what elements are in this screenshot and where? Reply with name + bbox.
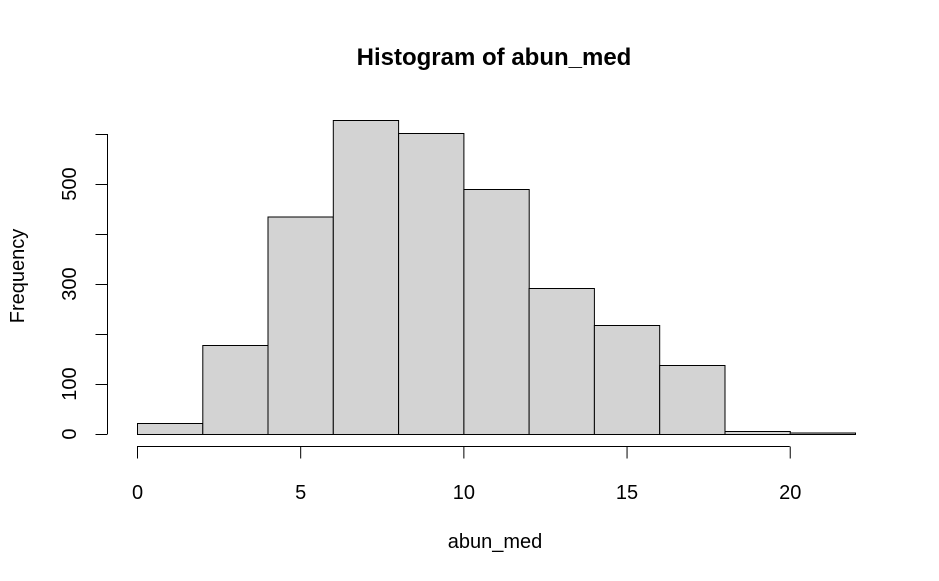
y-tick-label: 300: [59, 267, 81, 300]
histogram-bar: [593, 325, 661, 435]
histogram-bar: [398, 133, 465, 435]
histogram-bar: [528, 288, 595, 435]
x-tick-label: 5: [295, 482, 306, 504]
bars: [137, 120, 857, 435]
histogram-bar: [202, 345, 269, 435]
y-tick-label: 100: [59, 367, 81, 400]
x-tick-label: 10: [453, 482, 475, 504]
y-axis: 0 100 300 500: [59, 134, 108, 440]
histogram-bar: [267, 216, 334, 435]
x-axis-label: abun_med: [448, 531, 543, 553]
histogram-bar: [724, 431, 791, 435]
y-axis-label: Frequency: [7, 229, 29, 324]
x-tick-label: 15: [616, 482, 638, 504]
histogram-bar: [789, 432, 857, 435]
histogram-bar: [137, 423, 204, 435]
histogram-bar: [659, 365, 726, 435]
chart-title: Histogram of abun_med: [357, 44, 632, 71]
histogram-bar: [463, 189, 530, 435]
y-tick-label: 500: [59, 167, 81, 200]
x-tick-label: 20: [779, 482, 801, 504]
y-tick-label: 0: [59, 428, 81, 439]
x-tick-label: 0: [132, 482, 143, 504]
histogram-bar: [332, 120, 400, 435]
x-axis: 0 5 10 15 20: [132, 446, 801, 504]
